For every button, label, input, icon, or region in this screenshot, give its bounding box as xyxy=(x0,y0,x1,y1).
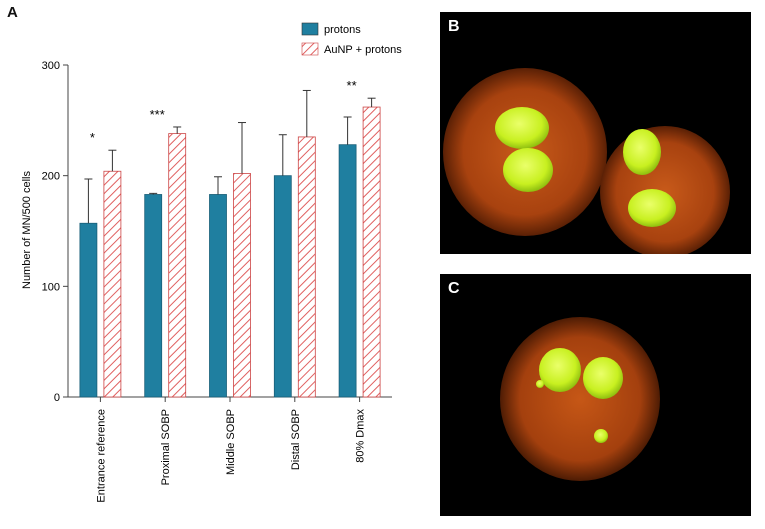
cell-image-b xyxy=(443,68,730,254)
micronucleus xyxy=(536,380,544,388)
legend-swatch-aunp xyxy=(301,42,319,56)
legend-label-protons: protons xyxy=(324,24,361,36)
nucleus xyxy=(628,189,676,227)
y-tick-label: 0 xyxy=(54,392,60,404)
bar-protons xyxy=(338,144,357,398)
nucleus xyxy=(539,348,581,392)
micrograph-c: C xyxy=(440,274,751,516)
significance-marker: ** xyxy=(347,78,357,93)
bar-aunp-protons xyxy=(362,106,381,398)
panel-label-c: C xyxy=(448,280,460,297)
chart-bars xyxy=(79,89,381,398)
panel-label-a: A xyxy=(7,4,18,21)
bar-aunp-protons xyxy=(103,170,122,398)
chart-axes: 0 100 200 300 xyxy=(42,60,392,404)
bar-protons xyxy=(79,222,98,398)
y-tick-label: 300 xyxy=(42,60,60,72)
cell-body xyxy=(500,317,660,481)
significance-marker: * xyxy=(90,130,95,145)
significance-marker: *** xyxy=(150,107,165,122)
micrograph-b: B xyxy=(440,12,751,254)
bar-aunp-protons xyxy=(297,136,316,398)
chart-labels: * Entrance reference *** Proximal SOBP Middl… xyxy=(90,78,367,502)
x-tick-label: 80% Dmax xyxy=(355,409,367,463)
micronucleus xyxy=(594,429,608,443)
nucleus xyxy=(503,148,553,192)
y-tick-label: 100 xyxy=(42,281,60,293)
x-tick-label: Proximal SOBP xyxy=(160,409,172,485)
y-tick-label: 200 xyxy=(42,171,60,183)
nucleus xyxy=(623,129,661,175)
cell-image-c xyxy=(500,317,660,481)
bar-protons xyxy=(144,194,163,398)
x-tick-label: Middle SOBP xyxy=(225,409,237,475)
panel-label-b: B xyxy=(448,18,460,35)
nucleus xyxy=(583,357,623,399)
bar-aunp-protons xyxy=(168,133,187,398)
legend-label-aunp: AuNP + protons xyxy=(324,44,402,56)
bar-protons xyxy=(273,175,292,398)
bar-aunp-protons xyxy=(233,173,251,398)
x-tick-label: Distal SOBP xyxy=(290,409,302,470)
x-tick-label: Entrance reference xyxy=(95,409,107,503)
cell-body xyxy=(600,126,730,254)
chart-legend: protons AuNP + protons xyxy=(301,22,402,56)
bar-chart: protons AuNP + protons Number of MN/500 … xyxy=(21,22,402,503)
legend-swatch-protons xyxy=(301,22,319,36)
nucleus xyxy=(495,107,549,149)
y-axis-label: Number of MN/500 cells xyxy=(21,171,33,289)
bar-protons xyxy=(209,194,227,398)
